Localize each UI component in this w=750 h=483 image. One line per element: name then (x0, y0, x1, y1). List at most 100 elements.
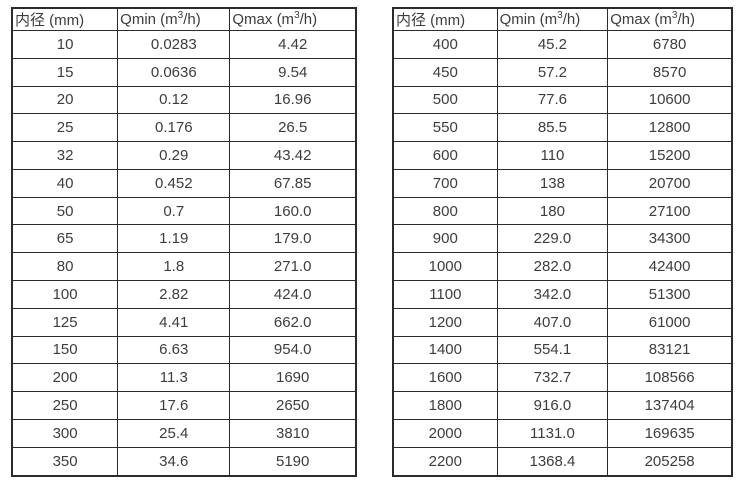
table-row: 250 17.6 2650 (11, 391, 357, 420)
table-cell: 25 (11, 113, 119, 143)
table-row: 1100 342.0 51300 (392, 280, 733, 309)
table-cell: 108566 (607, 363, 733, 393)
superscript-3: 3 (671, 10, 678, 21)
table-cell: 400 (392, 30, 498, 59)
table-cell: 42400 (607, 252, 733, 282)
table-cell: 732.7 (496, 363, 609, 393)
table-cell: 51300 (607, 280, 733, 309)
table-cell: 554.1 (496, 335, 609, 365)
table-row: 800 180 27100 (392, 196, 733, 226)
table-cell: 138 (496, 168, 609, 198)
table-cell: 169635 (607, 418, 733, 448)
flow-table-small-diameters: 内径 (mm) Qmin (m3/h) Qmax (m3/h) 10 0.0283 4.4… (11, 7, 357, 477)
table-row: 150 6.63 954.0 (11, 335, 357, 365)
table-cell: 43.42 (229, 141, 357, 170)
table-cell: 10600 (607, 85, 733, 115)
table-cell: 110 (496, 141, 609, 170)
table-cell: 1.8 (117, 252, 231, 282)
table-cell: 1400 (392, 335, 498, 365)
table-cell: 65 (11, 224, 119, 254)
table-row: 300 25.4 3810 (11, 418, 357, 448)
table-cell: 0.29 (117, 141, 231, 170)
table-row: 65 1.19 179.0 (11, 224, 357, 254)
table-cell: 3810 (229, 418, 357, 448)
table-cell: 1100 (392, 280, 498, 309)
table-cell: 2200 (392, 446, 498, 477)
table-cell: 916.0 (496, 391, 609, 420)
table-cell: 11.3 (117, 363, 231, 393)
table-cell: 10 (11, 30, 119, 59)
table-cell: 15200 (607, 141, 733, 170)
table-cell: 800 (392, 196, 498, 226)
table-cell: 0.0636 (117, 57, 231, 87)
table-cell: 1600 (392, 363, 498, 393)
column-header: Qmin (m3/h) (117, 7, 231, 31)
table-cell: 34300 (607, 224, 733, 254)
table-cell: 500 (392, 85, 498, 115)
table-cell: 40 (11, 168, 119, 198)
superscript-3: 3 (294, 10, 300, 21)
table-cell: 0.0283 (117, 30, 231, 59)
table-cell: 8570 (607, 57, 733, 87)
header-row: 内径 (mm) Qmin (m3/h) Qmax (m3/h) (392, 7, 733, 31)
table-cell: 900 (392, 224, 498, 254)
superscript-3: 3 (557, 10, 563, 21)
table-cell: 25.4 (117, 418, 231, 448)
table-cell: 0.12 (117, 85, 231, 115)
table-cell: 0.7 (117, 196, 231, 226)
table-row: 25 0.176 26.5 (11, 113, 357, 143)
table-cell: 150 (11, 335, 119, 365)
table-cell: 424.0 (229, 280, 357, 309)
table-row: 350 34.6 5190 (11, 446, 357, 477)
table-cell: 57.2 (496, 57, 609, 87)
table-cell: 2650 (229, 391, 357, 420)
table-cell: 2.82 (117, 280, 231, 309)
table-row: 450 57.2 8570 (392, 57, 733, 87)
table-row: 10 0.0283 4.42 (11, 30, 357, 59)
table-cell: 125 (11, 307, 119, 337)
table-cell: 1000 (392, 252, 498, 282)
table-cell: 77.6 (496, 85, 609, 115)
table-cell: 179.0 (229, 224, 357, 254)
table-row: 32 0.29 43.42 (11, 141, 357, 170)
table-cell: 83121 (607, 335, 733, 365)
table-cell: 954.0 (229, 335, 357, 365)
table-row: 80 1.8 271.0 (11, 252, 357, 282)
table-cell: 137404 (607, 391, 733, 420)
table-cell: 2000 (392, 418, 498, 448)
table-row: 2200 1368.4 205258 (392, 446, 733, 477)
table-row: 400 45.2 6780 (392, 30, 733, 59)
header-row: 内径 (mm) Qmin (m3/h) Qmax (m3/h) (11, 7, 357, 31)
table-cell: 6.63 (117, 335, 231, 365)
table-cell: 1131.0 (496, 418, 609, 448)
table-row: 100 2.82 424.0 (11, 280, 357, 309)
table-cell: 342.0 (496, 280, 609, 309)
table-cell: 5190 (229, 446, 357, 477)
table-cell: 1368.4 (496, 446, 609, 477)
table-cell: 300 (11, 418, 119, 448)
table-cell: 80 (11, 252, 119, 282)
table-cell: 180 (496, 196, 609, 226)
table-cell: 16.96 (229, 85, 357, 115)
table-row: 1400 554.1 83121 (392, 335, 733, 365)
table-cell: 700 (392, 168, 498, 198)
table-cell: 6780 (607, 30, 733, 59)
table-cell: 20700 (607, 168, 733, 198)
table-cell: 9.54 (229, 57, 357, 87)
table-cell: 0.452 (117, 168, 231, 198)
table-row: 550 85.5 12800 (392, 113, 733, 143)
table-cell: 50 (11, 196, 119, 226)
table-cell: 4.41 (117, 307, 231, 337)
table-cell: 45.2 (496, 30, 609, 59)
table-cell: 15 (11, 57, 119, 87)
column-header: Qmax (m3/h) (229, 7, 357, 31)
table-cell: 20 (11, 85, 119, 115)
table-cell: 407.0 (496, 307, 609, 337)
table-cell: 200 (11, 363, 119, 393)
table-cell: 662.0 (229, 307, 357, 337)
table-row: 700 138 20700 (392, 168, 733, 198)
table-cell: 32 (11, 141, 119, 170)
table-cell: 550 (392, 113, 498, 143)
table-cell: 17.6 (117, 391, 231, 420)
